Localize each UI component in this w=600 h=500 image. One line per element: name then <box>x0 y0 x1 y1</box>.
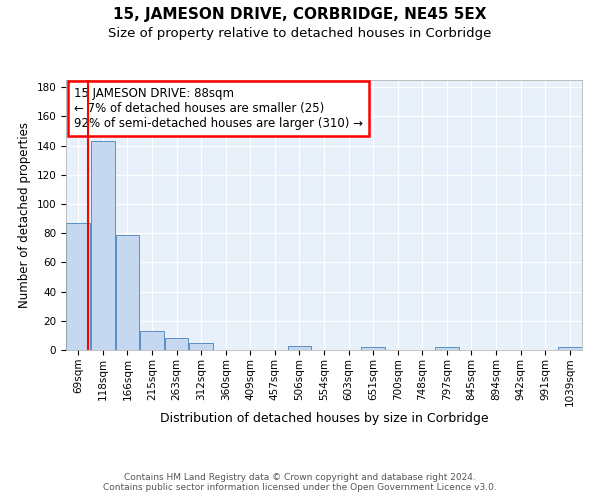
Bar <box>164 338 188 350</box>
Bar <box>91 142 115 350</box>
Bar <box>558 347 581 350</box>
Text: 15, JAMESON DRIVE, CORBRIDGE, NE45 5EX: 15, JAMESON DRIVE, CORBRIDGE, NE45 5EX <box>113 8 487 22</box>
Y-axis label: Number of detached properties: Number of detached properties <box>18 122 31 308</box>
Bar <box>189 342 213 350</box>
Text: 15 JAMESON DRIVE: 88sqm
← 7% of detached houses are smaller (25)
92% of semi-det: 15 JAMESON DRIVE: 88sqm ← 7% of detached… <box>74 86 363 130</box>
Bar <box>361 347 385 350</box>
X-axis label: Distribution of detached houses by size in Corbridge: Distribution of detached houses by size … <box>160 412 488 425</box>
Bar <box>435 347 459 350</box>
Text: Size of property relative to detached houses in Corbridge: Size of property relative to detached ho… <box>109 28 491 40</box>
Bar <box>140 331 164 350</box>
Text: Contains HM Land Registry data © Crown copyright and database right 2024.
Contai: Contains HM Land Registry data © Crown c… <box>103 473 497 492</box>
Bar <box>116 234 139 350</box>
Bar <box>67 223 90 350</box>
Bar <box>287 346 311 350</box>
